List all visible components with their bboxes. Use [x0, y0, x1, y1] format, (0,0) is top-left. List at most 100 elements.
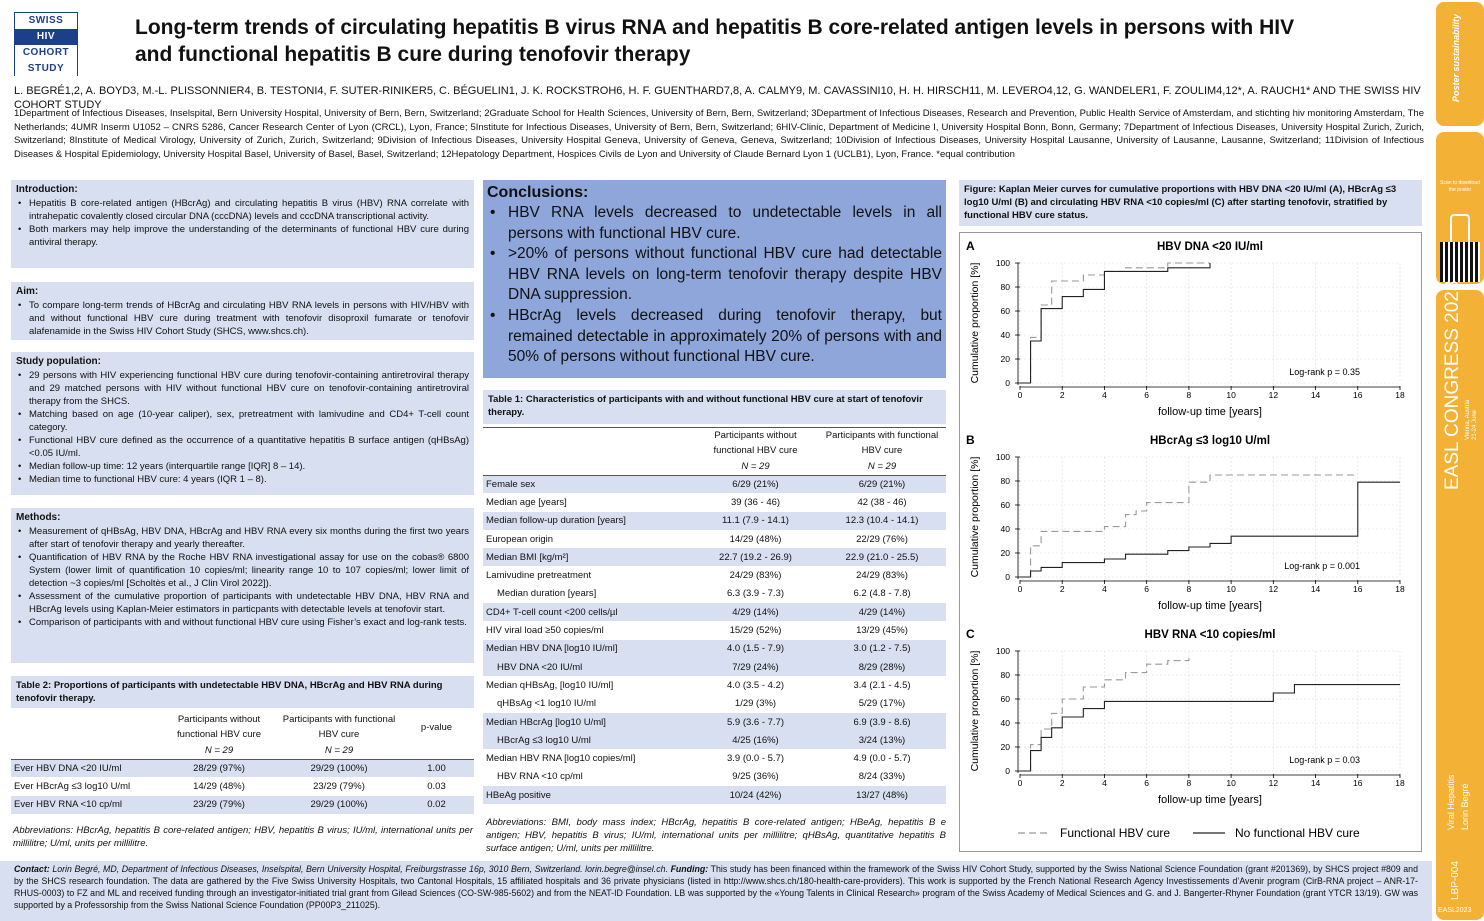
table2-cell: 29/29 (100%)	[279, 795, 399, 814]
legend-nofunctional: No functional HBV cure	[1235, 826, 1360, 840]
table-row: Median BMI [kg/m²] 22.7 (19.2 - 26.9) 22.9…	[483, 548, 946, 567]
table2-cell: 23/29 (79%)	[159, 795, 279, 814]
table2-cell: 28/29 (97%)	[159, 759, 279, 778]
y-tick-label: 0	[1005, 378, 1010, 388]
table-row: Median age [years] 39 (36 - 46) 42 (38 - 4…	[483, 493, 946, 511]
table1-cell: 24/29 (83%)	[856, 570, 908, 582]
y-tick-label: 40	[1001, 524, 1011, 534]
poster-author: Lorin Begré	[1460, 783, 1470, 830]
methods-item: Assessment of the cumulative proportion …	[16, 590, 469, 616]
x-tick-label: 2	[1060, 584, 1065, 594]
methods-item: Comparison of participants with and with…	[16, 616, 469, 629]
table-row: Ever HBcrAg ≤3 log10 U/ml 14/29 (48%) 23…	[11, 777, 474, 795]
table1-cell: 4/29 (14%)	[818, 603, 946, 622]
sustainability-badge: Poster sustainability	[1436, 2, 1484, 126]
table1-cell: 6.9 (3.9 - 8.6)	[818, 712, 946, 732]
table1-cell: 7/29 (24%)	[693, 657, 818, 677]
aim-heading: Aim:	[16, 286, 39, 297]
table1-cell: 22.9 (21.0 - 25.5)	[818, 548, 946, 567]
table1-cell: 4.9 (0.0 - 5.7)	[853, 753, 911, 765]
panel-letter: C	[966, 627, 975, 641]
y-axis-label: Cumulative proportion [%]	[969, 263, 981, 384]
x-tick-label: 14	[1311, 778, 1321, 788]
table-row: Lamivudine pretreatment 24/29 (83%) 24/29 …	[483, 566, 946, 584]
study-population-section: Study population: 29 persons with HIV ex…	[11, 352, 474, 495]
table1-cell: 8/24 (33%)	[858, 771, 906, 783]
table1-cell: 4/29 (14%)	[693, 603, 818, 622]
table1-row-label: Median HBV DNA [log10 IU/ml]	[483, 639, 693, 658]
table1-cell: 4/25 (16%)	[693, 731, 818, 750]
x-tick-label: 10	[1226, 390, 1236, 400]
chart-title: HBcrAg ≤3 log10 U/ml	[1150, 435, 1270, 447]
table2-row-label: Ever HBV RNA <10 cp/ml	[11, 795, 159, 814]
x-tick-label: 6	[1144, 584, 1149, 594]
series-nofunctional-line	[1020, 481, 1400, 578]
qr-code-icon[interactable]	[1440, 242, 1480, 282]
x-axis-label: follow-up time [years]	[1158, 406, 1262, 418]
table-row: European origin 14/29 (48%) 22/29 (76%)	[483, 530, 946, 548]
x-tick-label: 4	[1102, 390, 1107, 400]
table-row: HBV RNA <10 cp/ml 9/25 (36%) 8/24 (33%)	[483, 768, 946, 786]
table1-row-label: Median HBV RNA [log10 copies/ml]	[486, 753, 636, 765]
table1-cell: 11.1 (7.9 - 14.1)	[693, 511, 818, 530]
population-item: 29 persons with HIV experiencing functio…	[16, 369, 469, 408]
chart-title: HBV RNA <10 copies/ml	[1145, 629, 1276, 641]
population-item: Median time to functional HBV cure: 4 ye…	[16, 473, 469, 486]
table-row: Median HBV RNA [log10 copies/ml] 3.9 (0.0…	[483, 749, 946, 767]
x-tick-label: 12	[1269, 584, 1279, 594]
log-rank-annotation: Log-rank p = 0.001	[1284, 561, 1360, 571]
table1-row-label: Median follow-up duration [years]	[483, 511, 693, 530]
table1-cell: 13/27 (48%)	[818, 786, 946, 805]
table1-row-label: Median age [years]	[486, 496, 567, 508]
population-item: Functional HBV cure defined as the occur…	[16, 434, 469, 460]
x-tick-label: 18	[1395, 778, 1405, 788]
table2-caption: Table 2: Proportions of participants wit…	[11, 676, 474, 708]
x-tick-label: 8	[1187, 778, 1192, 788]
methods-section: Methods: Measurement of qHBsAg, HBV DNA,…	[11, 508, 474, 663]
table1-cell: 6/29 (21%)	[693, 475, 818, 494]
table1-row-label: European origin	[486, 533, 554, 545]
methods-heading: Methods:	[16, 512, 61, 523]
logo-line-1: SWISS	[15, 13, 77, 29]
congress-sidebar: Poster sustainability Scan to download t…	[1436, 0, 1484, 921]
table-row: Median HBV DNA [log10 IU/ml] 4.0 (1.5 - 7…	[483, 639, 946, 658]
x-tick-label: 0	[1018, 778, 1023, 788]
table-row: CD4+ T-cell count <200 cells/µl 4/29 (14%…	[483, 603, 946, 622]
table1-row-label: Median HBcrAg [log10 U/ml]	[483, 712, 693, 732]
x-tick-label: 6	[1144, 778, 1149, 788]
table1-cell: 3.4 (2.1 - 4.5)	[853, 679, 911, 691]
table1-cell: 8/29 (28%)	[818, 657, 946, 677]
table2-footnote: Abbreviations: HBcrAg, hepatitis B core-…	[13, 825, 473, 849]
table1-cell: 22.7 (19.2 - 26.9)	[693, 548, 818, 567]
table1-cell: 4.0 (3.5 - 4.2)	[726, 679, 785, 691]
scan-text: Scan to download the poster	[1440, 180, 1480, 193]
y-tick-label: 40	[1001, 330, 1011, 340]
contact-label: Contact:	[14, 864, 50, 874]
table1: Participants without functional HBV cure…	[483, 427, 946, 805]
y-tick-label: 20	[1001, 354, 1011, 364]
contact-text: Lorin Begré, MD, Department of Infectiou…	[52, 864, 668, 874]
chart-title: HBV DNA <20 IU/ml	[1157, 241, 1263, 253]
funding-label: Funding:	[670, 864, 709, 874]
table1-cell: 6/29 (21%)	[818, 475, 946, 494]
introduction-item: Hepatitis B core-related antigen (HBcrAg…	[16, 197, 469, 223]
y-tick-label: 40	[1001, 718, 1011, 728]
table2-cell: 23/29 (79%)	[313, 780, 365, 792]
x-tick-label: 16	[1353, 584, 1363, 594]
poster-code: LBP-004	[1450, 861, 1461, 900]
x-axis-label: follow-up time [years]	[1158, 600, 1262, 612]
series-functional-line	[1020, 474, 1358, 578]
x-tick-label: 4	[1102, 584, 1107, 594]
x-tick-label: 18	[1395, 390, 1405, 400]
year-tag: EASL2023	[1438, 907, 1472, 914]
conclusions-heading: Conclusions:	[487, 184, 589, 201]
congress-name: EASL CONGRESS 2023	[1442, 280, 1463, 490]
x-tick-label: 16	[1353, 778, 1363, 788]
table2-col-with: Participants with functional HBV cure	[282, 714, 396, 740]
table2-cell: 0.03	[427, 780, 446, 792]
logo-line-3: COHORT	[15, 45, 77, 61]
y-tick-label: 100	[996, 452, 1010, 462]
table1-cell: 24/29 (83%)	[729, 570, 782, 582]
table1-row-label: qHBsAg <1 log10 IU/ml	[497, 698, 597, 710]
table1-cell: 22/29 (76%)	[856, 533, 908, 545]
